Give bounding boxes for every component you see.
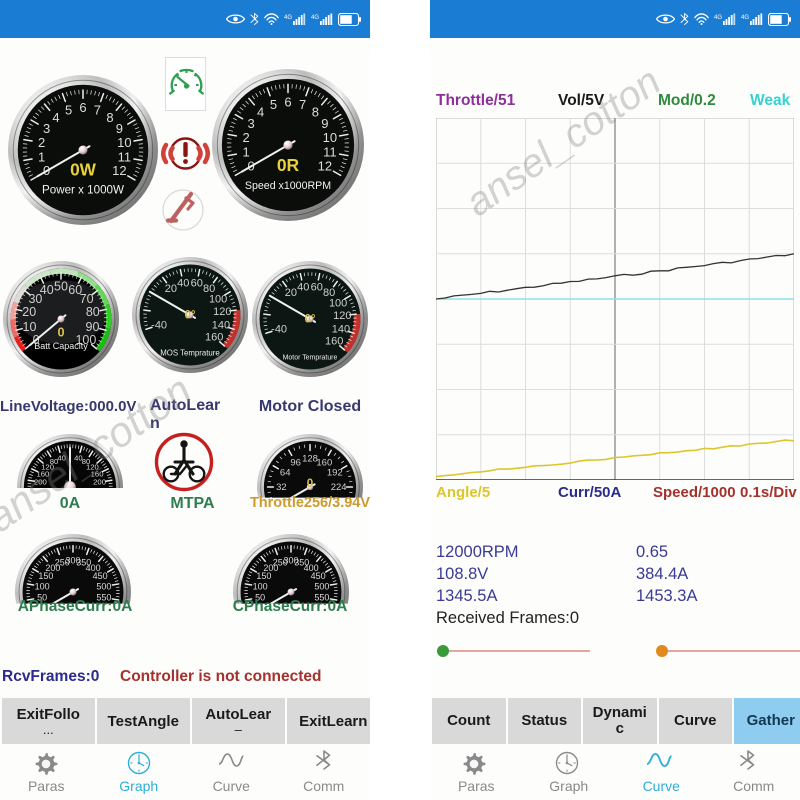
svg-text:5: 5 — [65, 103, 72, 118]
svg-text:2: 2 — [38, 135, 45, 150]
svg-text:240: 240 — [34, 486, 47, 495]
svg-text:7: 7 — [94, 103, 101, 118]
svg-text:0°: 0° — [304, 312, 315, 325]
svg-text:4: 4 — [52, 110, 59, 125]
svg-text:3: 3 — [43, 121, 50, 136]
svg-text:240: 240 — [93, 486, 106, 495]
svg-text:9: 9 — [321, 116, 328, 131]
svg-text:Speed x1000RPM: Speed x1000RPM — [245, 180, 331, 192]
svg-text:2: 2 — [242, 130, 249, 145]
svg-text:32: 32 — [276, 482, 287, 493]
svg-text:500: 500 — [314, 581, 329, 591]
svg-text:8: 8 — [106, 110, 113, 125]
svg-text:11: 11 — [323, 145, 337, 160]
svg-text:3: 3 — [248, 116, 255, 131]
svg-text:100: 100 — [209, 293, 227, 305]
svg-text:7: 7 — [299, 97, 306, 112]
svg-text:6: 6 — [284, 95, 291, 110]
svg-text:0: 0 — [57, 324, 64, 339]
svg-text:120: 120 — [333, 310, 351, 322]
svg-text:4G: 4G — [311, 15, 319, 21]
svg-text:80: 80 — [86, 305, 100, 319]
svg-text:5: 5 — [270, 97, 277, 112]
svg-text:10: 10 — [117, 135, 131, 150]
svg-text:140: 140 — [332, 324, 350, 336]
svg-text:224: 224 — [331, 482, 347, 493]
svg-text:20: 20 — [285, 287, 297, 299]
svg-text:20: 20 — [165, 283, 177, 295]
svg-text:4G: 4G — [741, 15, 749, 21]
svg-text:MOS Temprature: MOS Temprature — [160, 349, 219, 358]
svg-text:450: 450 — [311, 571, 326, 581]
svg-text:500: 500 — [96, 581, 111, 591]
svg-text:1: 1 — [242, 145, 249, 160]
svg-text:40: 40 — [40, 283, 54, 297]
svg-text:64: 64 — [280, 468, 291, 479]
svg-text:70: 70 — [80, 292, 94, 306]
svg-text:Motor Temprature: Motor Temprature — [283, 355, 338, 362]
svg-text:40: 40 — [57, 454, 66, 463]
svg-text:160: 160 — [205, 331, 223, 343]
svg-text:6: 6 — [79, 100, 86, 115]
svg-text:100: 100 — [329, 297, 347, 309]
svg-text:100: 100 — [253, 581, 268, 591]
svg-text:10: 10 — [323, 130, 337, 145]
svg-text:4G: 4G — [284, 15, 292, 21]
svg-text:10: 10 — [23, 320, 37, 334]
svg-text:0°: 0° — [184, 308, 195, 321]
svg-text:140: 140 — [212, 320, 230, 332]
svg-text:12: 12 — [318, 158, 332, 173]
svg-text:160: 160 — [325, 335, 343, 347]
svg-text:-40: -40 — [151, 320, 167, 332]
svg-text:60: 60 — [191, 278, 203, 290]
svg-text:120: 120 — [213, 306, 231, 318]
svg-text:90: 90 — [86, 320, 100, 334]
svg-text:8: 8 — [312, 105, 319, 120]
svg-text:0R: 0R — [277, 155, 300, 175]
svg-text:Power x 1000W: Power x 1000W — [42, 184, 124, 197]
svg-text:450: 450 — [93, 571, 108, 581]
svg-text:4G: 4G — [714, 15, 722, 21]
svg-text:0W: 0W — [70, 160, 97, 180]
svg-text:40: 40 — [177, 278, 189, 290]
svg-text:-40: -40 — [271, 324, 287, 336]
svg-text:0: 0 — [307, 477, 313, 490]
svg-text:12: 12 — [112, 163, 126, 178]
svg-text:160: 160 — [316, 457, 332, 468]
svg-text:1: 1 — [38, 149, 45, 164]
svg-text:40: 40 — [297, 282, 309, 294]
svg-text:192: 192 — [327, 468, 343, 479]
svg-text:Batt Capacity: Batt Capacity — [34, 341, 88, 351]
svg-text:100: 100 — [35, 581, 50, 591]
svg-text:20: 20 — [22, 305, 36, 319]
svg-text:4: 4 — [257, 105, 264, 120]
svg-text:50: 50 — [54, 280, 68, 294]
svg-text:60: 60 — [311, 282, 323, 294]
svg-text:96: 96 — [290, 457, 301, 468]
